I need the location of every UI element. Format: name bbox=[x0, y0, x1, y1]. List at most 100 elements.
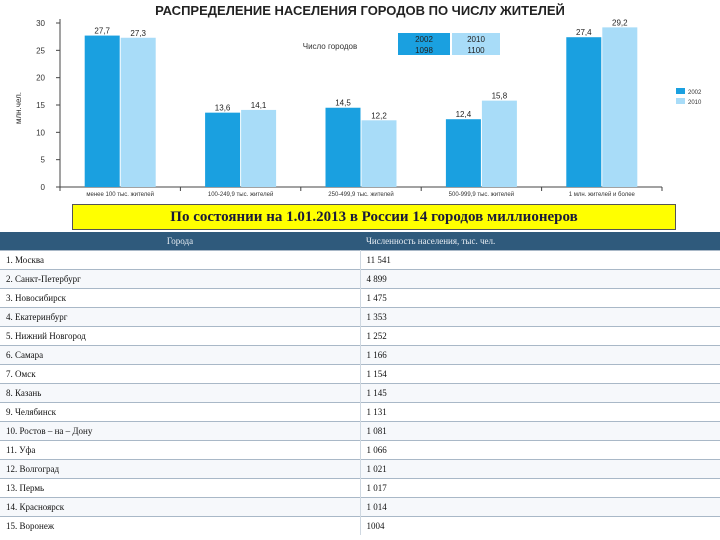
table-row: 15. Воронеж 1004 bbox=[0, 516, 720, 535]
legend: 2002 2010 bbox=[676, 88, 702, 106]
table-row: 6. Самара 1 166 bbox=[0, 345, 720, 365]
city-name-cell: 2. Санкт-Петербург bbox=[0, 269, 361, 289]
city-name-cell: 1. Москва bbox=[0, 250, 361, 270]
table-row: 14. Красноярск 1 014 bbox=[0, 497, 720, 517]
millionaire-cities-banner: По состоянии на 1.01.2013 в России 14 го… bbox=[72, 204, 676, 230]
y-axis: 0 5 10 15 20 25 30 bbox=[36, 19, 61, 192]
population-cell: 1 017 bbox=[360, 478, 720, 498]
category-label: 1 млн. жителей и более bbox=[569, 191, 636, 198]
city-name-cell: 15. Воронеж bbox=[0, 516, 361, 535]
y-tick-label: 30 bbox=[36, 19, 45, 28]
category-label: 100-249,9 тыс. жителей bbox=[208, 191, 273, 198]
population-cell: 1 154 bbox=[360, 364, 720, 384]
chart-title: РАСПРЕДЕЛЕНИЕ НАСЕЛЕНИЯ ГОРОДОВ ПО ЧИСЛУ… bbox=[155, 3, 565, 18]
city-name-cell: 8. Казань bbox=[0, 383, 361, 403]
bars: 27,7 27,3 13,6 14,1 14,5 12,2 12,4 15,8 27,4 29,2 bbox=[84, 18, 638, 188]
table-header-row: Города Численность населения, тыс. чел. bbox=[0, 232, 720, 251]
city-name-cell: 10. Ростов – на – Дону bbox=[0, 421, 361, 441]
city-name-cell: 5. Нижний Новгород bbox=[0, 326, 361, 346]
table-row: 11. Уфа 1 066 bbox=[0, 440, 720, 460]
inset-count-2002-cell bbox=[398, 44, 450, 55]
column-header-population: Численность населения, тыс. чел. bbox=[360, 232, 720, 251]
y-tick-label: 10 bbox=[36, 128, 45, 137]
population-cell: 1 014 bbox=[360, 497, 720, 517]
inset-count-2002: 1098 bbox=[415, 46, 433, 55]
table-row: 5. Нижний Новгород 1 252 bbox=[0, 326, 720, 346]
legend-label-2010: 2010 bbox=[688, 100, 702, 106]
table-row: 7. Омск 1 154 bbox=[0, 364, 720, 384]
bar-2010-1 bbox=[241, 109, 277, 187]
table-body: 1. Москва 11 541 2. Санкт-Петербург 4 899 3.… bbox=[0, 250, 720, 535]
legend-swatch-2010 bbox=[676, 98, 685, 104]
y-tick-label: 20 bbox=[36, 74, 45, 83]
city-name-cell: 7. Омск bbox=[0, 364, 361, 384]
table-row: 13. Пермь 1 017 bbox=[0, 478, 720, 498]
bar-value-label: 12,4 bbox=[456, 110, 472, 119]
population-cell: 1 166 bbox=[360, 345, 720, 365]
y-tick-label: 5 bbox=[41, 156, 46, 165]
bar-2002-1 bbox=[205, 112, 241, 187]
table-row: 9. Челябинск 1 131 bbox=[0, 402, 720, 422]
inset-city-count-table: Число городов 2002 2010 1098 1100 bbox=[303, 33, 500, 55]
inset-label: Число городов bbox=[303, 42, 358, 51]
population-cell: 11 541 bbox=[360, 250, 720, 270]
table-row: 4. Екатеринбург 1 353 bbox=[0, 307, 720, 327]
population-cell: 1 475 bbox=[360, 288, 720, 308]
population-cell: 1 252 bbox=[360, 326, 720, 346]
bar-value-label: 13,6 bbox=[215, 104, 231, 113]
inset-count-2010-cell bbox=[452, 44, 500, 55]
table-row: 12. Волгоград 1 021 bbox=[0, 459, 720, 479]
inset-year-2010-cell bbox=[452, 33, 500, 44]
cities-population-table: Города Численность населения, тыс. чел. … bbox=[0, 232, 720, 535]
population-cell: 1 131 bbox=[360, 402, 720, 422]
bar-2010-4 bbox=[602, 27, 638, 187]
bar-value-label: 29,2 bbox=[612, 18, 628, 27]
population-distribution-chart: РАСПРЕДЕЛЕНИЕ НАСЕЛЕНИЯ ГОРОДОВ ПО ЧИСЛУ… bbox=[0, 0, 720, 200]
bar-value-label: 14,1 bbox=[251, 101, 267, 110]
table-row: 8. Казань 1 145 bbox=[0, 383, 720, 403]
population-cell: 1004 bbox=[360, 516, 720, 535]
city-name-cell: 3. Новосибирск bbox=[0, 288, 361, 308]
population-cell: 4 899 bbox=[360, 269, 720, 289]
bar-2002-2 bbox=[325, 107, 361, 187]
category-label: менее 100 тыс. жителей bbox=[86, 191, 154, 198]
bar-2002-0 bbox=[84, 35, 120, 187]
inset-count-2010: 1100 bbox=[467, 46, 485, 55]
bar-value-label: 27,7 bbox=[94, 27, 110, 36]
city-name-cell: 6. Самара bbox=[0, 345, 361, 365]
bar-2010-2 bbox=[361, 120, 397, 187]
category-label: 500-999,9 тыс. жителей bbox=[449, 191, 514, 198]
city-name-cell: 14. Красноярск bbox=[0, 497, 361, 517]
y-tick-label: 25 bbox=[36, 46, 45, 55]
city-name-cell: 4. Екатеринбург bbox=[0, 307, 361, 327]
population-cell: 1 145 bbox=[360, 383, 720, 403]
y-tick-label: 0 bbox=[41, 183, 46, 192]
y-axis-label: млн.чел. bbox=[14, 92, 23, 124]
bar-value-label: 12,2 bbox=[371, 111, 387, 120]
bar-value-label: 27,3 bbox=[130, 29, 146, 38]
bar-2002-4 bbox=[566, 37, 602, 187]
table-row: 3. Новосибирск 1 475 bbox=[0, 288, 720, 308]
bar-value-label: 14,5 bbox=[335, 99, 351, 108]
category-labels: менее 100 тыс. жителей 100-249,9 тыс. жит… bbox=[59, 187, 663, 198]
population-cell: 1 081 bbox=[360, 421, 720, 441]
inset-year-2010: 2010 bbox=[467, 35, 485, 44]
bar-2002-3 bbox=[445, 119, 481, 187]
city-name-cell: 11. Уфа bbox=[0, 440, 361, 460]
chart-canvas: РАСПРЕДЕЛЕНИЕ НАСЕЛЕНИЯ ГОРОДОВ ПО ЧИСЛУ… bbox=[14, 3, 702, 198]
population-cell: 1 066 bbox=[360, 440, 720, 460]
inset-year-2002-cell bbox=[398, 33, 450, 44]
population-cell: 1 353 bbox=[360, 307, 720, 327]
city-name-cell: 13. Пермь bbox=[0, 478, 361, 498]
bar-value-label: 15,8 bbox=[492, 92, 508, 101]
table-row: 2. Санкт-Петербург 4 899 bbox=[0, 269, 720, 289]
city-name-cell: 12. Волгоград bbox=[0, 459, 361, 479]
bar-value-label: 27,4 bbox=[576, 28, 592, 37]
bar-2010-3 bbox=[481, 100, 517, 187]
table-row: 1. Москва 11 541 bbox=[0, 250, 720, 270]
column-header-cities: Города bbox=[0, 232, 361, 251]
table-row: 10. Ростов – на – Дону 1 081 bbox=[0, 421, 720, 441]
city-name-cell: 9. Челябинск bbox=[0, 402, 361, 422]
inset-year-2002: 2002 bbox=[415, 35, 433, 44]
bar-2010-0 bbox=[120, 37, 156, 188]
